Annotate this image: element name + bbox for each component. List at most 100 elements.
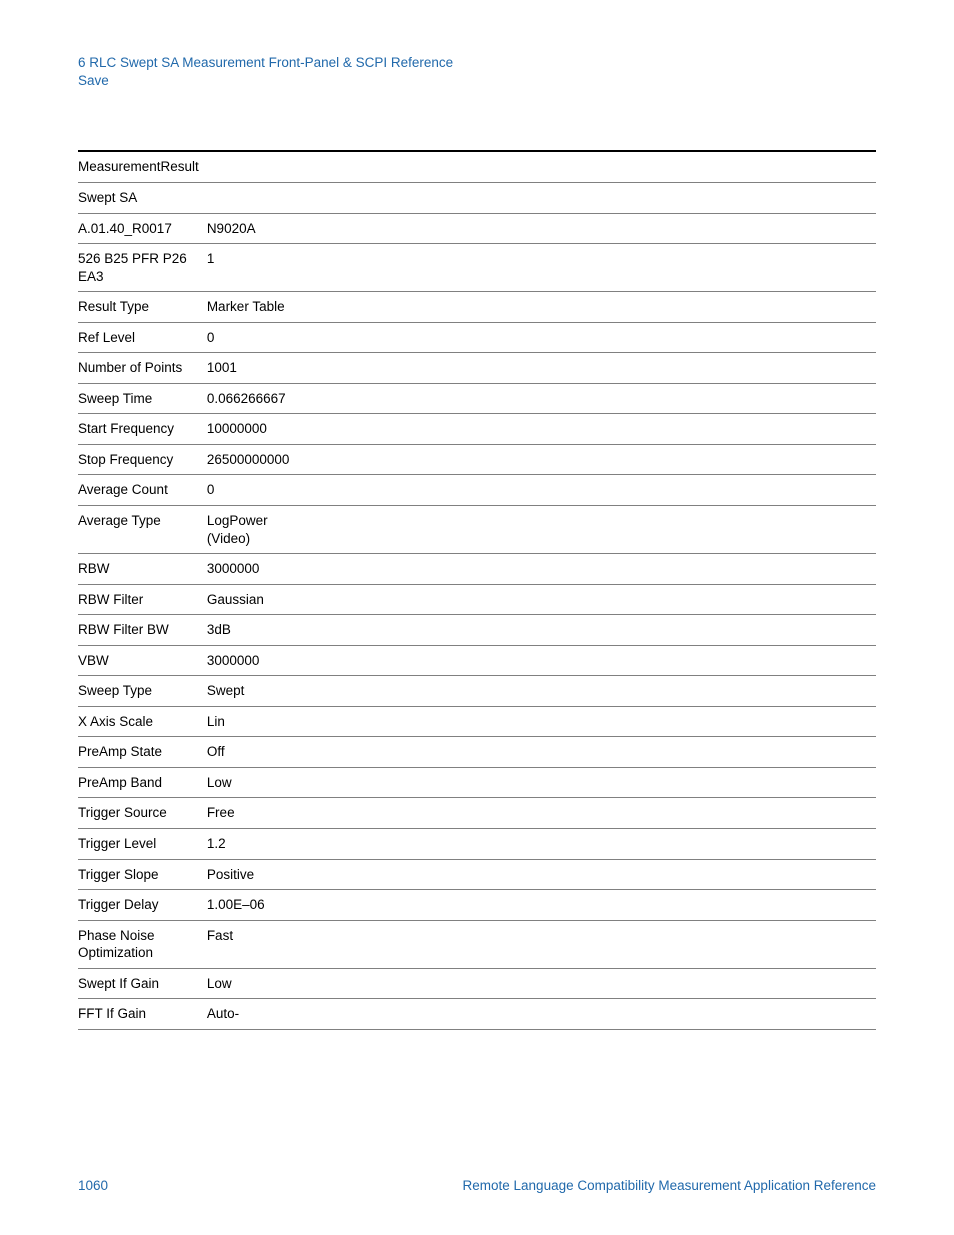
row-spacer (293, 829, 876, 860)
row-spacer (293, 475, 876, 506)
row-value: 3000000 (207, 645, 294, 676)
row-value: Marker Table (207, 292, 294, 323)
table-row: A.01.40_R0017N9020A (78, 213, 876, 244)
row-spacer (293, 737, 876, 768)
row-value: Fast (207, 920, 294, 968)
row-value: Positive (207, 859, 294, 890)
row-value: 0 (207, 322, 294, 353)
row-label: Swept If Gain (78, 968, 207, 999)
row-label: Sweep Type (78, 676, 207, 707)
row-label: RBW Filter BW (78, 615, 207, 646)
row-label: VBW (78, 645, 207, 676)
row-spacer (293, 414, 876, 445)
row-spacer (293, 615, 876, 646)
row-value: 10000000 (207, 414, 294, 445)
row-spacer (293, 584, 876, 615)
row-label: A.01.40_R0017 (78, 213, 207, 244)
row-value (207, 151, 294, 182)
table-row: Phase Noise OptimizationFast (78, 920, 876, 968)
table-row: Start Frequency10000000 (78, 414, 876, 445)
row-label: Trigger Level (78, 829, 207, 860)
row-value: 3000000 (207, 554, 294, 585)
row-label: Swept SA (78, 182, 207, 213)
row-value: Low (207, 767, 294, 798)
table-row: Trigger Delay1.00E–06 (78, 890, 876, 921)
row-label: Ref Level (78, 322, 207, 353)
row-spacer (293, 890, 876, 921)
document-title: Remote Language Compatibility Measuremen… (463, 1178, 876, 1193)
table-row: RBW Filter BW3dB (78, 615, 876, 646)
table-row: RBW FilterGaussian (78, 584, 876, 615)
row-spacer (293, 444, 876, 475)
row-spacer (293, 353, 876, 384)
table-row: Average Count0 (78, 475, 876, 506)
row-value: 1001 (207, 353, 294, 384)
row-label: Number of Points (78, 353, 207, 384)
row-value: 1.00E–06 (207, 890, 294, 921)
row-label: MeasurementResult (78, 151, 207, 182)
row-label: FFT If Gain (78, 999, 207, 1030)
row-spacer (293, 645, 876, 676)
row-label: Trigger Slope (78, 859, 207, 890)
table-row: Swept If GainLow (78, 968, 876, 999)
table-row: Sweep Time0.066266667 (78, 383, 876, 414)
row-value: N9020A (207, 213, 294, 244)
subsection-title: Save (78, 72, 876, 90)
row-label: Average Count (78, 475, 207, 506)
table-row: FFT If GainAuto- (78, 999, 876, 1030)
table-row: MeasurementResult (78, 151, 876, 182)
row-spacer (293, 244, 876, 292)
table-row: PreAmp BandLow (78, 767, 876, 798)
row-spacer (293, 554, 876, 585)
row-spacer (293, 968, 876, 999)
row-label: X Axis Scale (78, 706, 207, 737)
table-row: Average TypeLogPower (Video) (78, 506, 876, 554)
row-label: Trigger Delay (78, 890, 207, 921)
table-row: Swept SA (78, 182, 876, 213)
row-spacer (293, 999, 876, 1030)
table-row: Number of Points1001 (78, 353, 876, 384)
row-spacer (293, 859, 876, 890)
row-label: PreAmp State (78, 737, 207, 768)
row-value (207, 182, 294, 213)
row-spacer (293, 676, 876, 707)
row-value: 1.2 (207, 829, 294, 860)
row-value: 3dB (207, 615, 294, 646)
table-row: Stop Frequency26500000000 (78, 444, 876, 475)
page-number: 1060 (78, 1178, 108, 1193)
section-title: 6 RLC Swept SA Measurement Front-Panel &… (78, 54, 876, 72)
row-label: Result Type (78, 292, 207, 323)
row-label: 526 B25 PFR P26 EA3 (78, 244, 207, 292)
row-value: Off (207, 737, 294, 768)
table-row: Trigger Level1.2 (78, 829, 876, 860)
row-value: Free (207, 798, 294, 829)
table-row: Ref Level0 (78, 322, 876, 353)
table-row: RBW3000000 (78, 554, 876, 585)
row-label: PreAmp Band (78, 767, 207, 798)
row-spacer (293, 506, 876, 554)
row-label: RBW Filter (78, 584, 207, 615)
row-label: Average Type (78, 506, 207, 554)
row-value: Lin (207, 706, 294, 737)
page-footer: 1060 Remote Language Compatibility Measu… (78, 1178, 876, 1193)
row-label: Sweep Time (78, 383, 207, 414)
row-label: Trigger Source (78, 798, 207, 829)
row-spacer (293, 383, 876, 414)
row-spacer (293, 151, 876, 182)
table-row: PreAmp StateOff (78, 737, 876, 768)
row-label: RBW (78, 554, 207, 585)
row-value: LogPower (Video) (207, 506, 294, 554)
row-spacer (293, 213, 876, 244)
table-row: 526 B25 PFR P26 EA31 (78, 244, 876, 292)
row-spacer (293, 292, 876, 323)
row-value: 0.066266667 (207, 383, 294, 414)
row-spacer (293, 322, 876, 353)
table-row: Trigger SourceFree (78, 798, 876, 829)
row-value: 0 (207, 475, 294, 506)
table-row: X Axis ScaleLin (78, 706, 876, 737)
table-row: Result TypeMarker Table (78, 292, 876, 323)
table-row: Sweep TypeSwept (78, 676, 876, 707)
row-label: Phase Noise Optimization (78, 920, 207, 968)
page-header: 6 RLC Swept SA Measurement Front-Panel &… (78, 54, 876, 90)
row-spacer (293, 767, 876, 798)
